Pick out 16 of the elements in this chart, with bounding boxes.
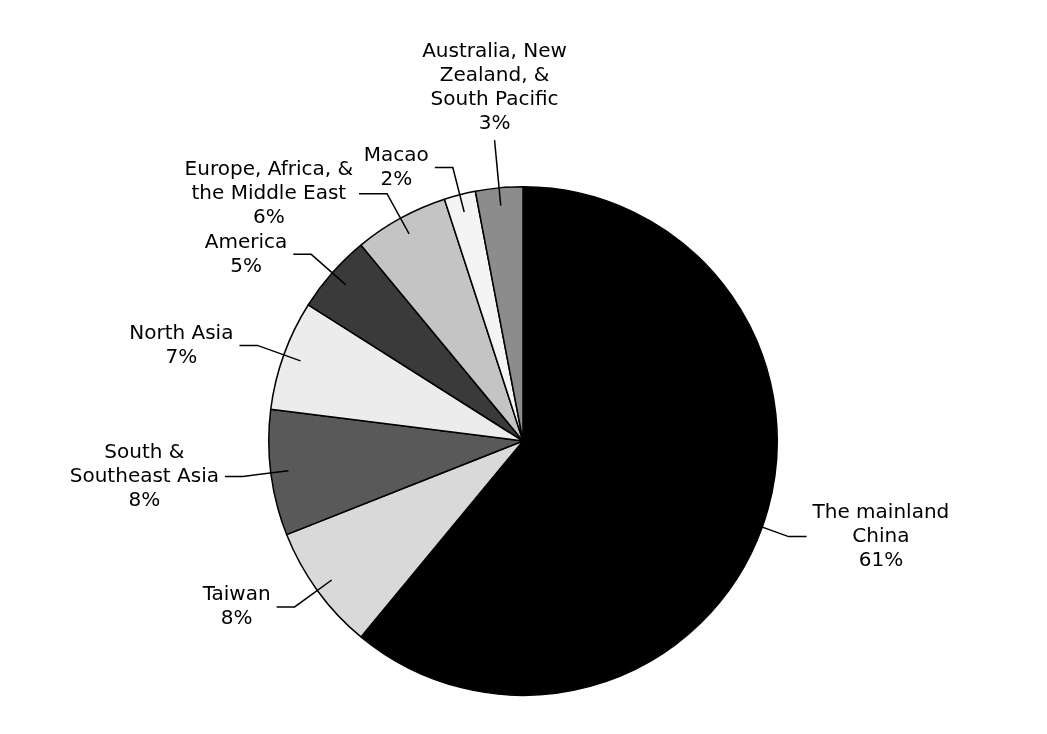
data-label: 2%	[380, 165, 413, 190]
slice-label: The mainland China	[811, 498, 950, 547]
slice-label: Europe, Africa, & the Middle East	[184, 155, 354, 204]
data-label: 61%	[858, 546, 904, 571]
slice-label: Australia, New Zealand, & South Pacific	[422, 38, 567, 111]
data-label: 8%	[128, 486, 161, 511]
slice-label: Taiwan	[201, 581, 271, 606]
slice-label: North Asia	[129, 319, 234, 344]
data-label: 8%	[220, 605, 253, 630]
slice-label: South & Southeast Asia	[69, 438, 219, 487]
slice-label: America	[204, 228, 288, 253]
data-label: 5%	[230, 252, 262, 277]
data-label: 6%	[252, 203, 285, 228]
slice-label: Macao	[363, 141, 429, 166]
data-label: 7%	[165, 343, 198, 368]
data-label: 3%	[478, 110, 511, 135]
